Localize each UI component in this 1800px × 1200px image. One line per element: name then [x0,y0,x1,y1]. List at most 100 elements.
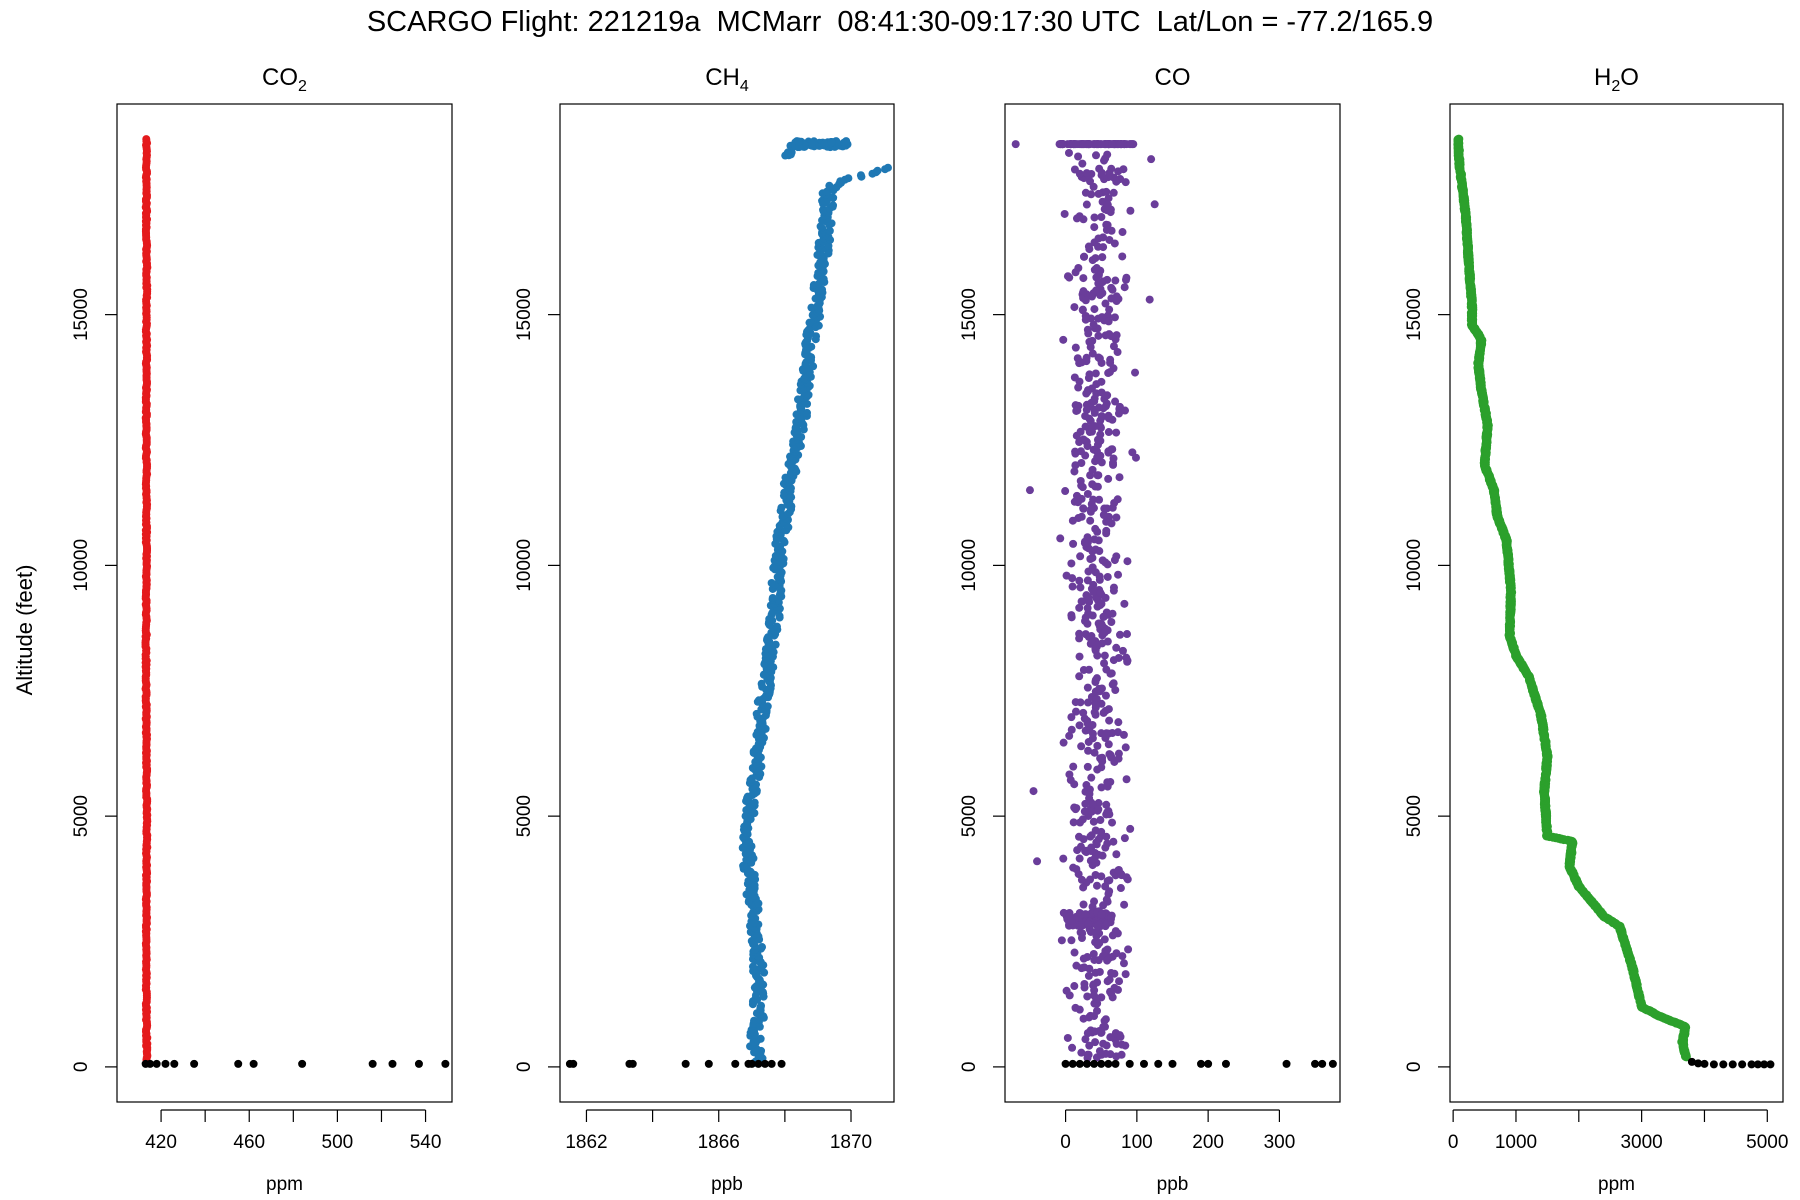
co-point [1083,604,1092,613]
co-point [1061,487,1070,496]
co-point [1081,799,1090,808]
co-point [1112,850,1121,859]
co-point [1059,335,1068,344]
co-point [1079,504,1088,513]
co-point [1082,169,1091,178]
surface-point-co2 [146,1059,155,1068]
co-point [1067,559,1076,568]
co-point [1092,140,1101,149]
co-point [1099,233,1108,242]
co-point [1091,968,1100,977]
co-point [1090,265,1099,274]
x-axis-label-co2: ppm [266,1174,303,1195]
co-point [1080,963,1089,972]
panel-ch4: CH4 0 5000 10000 15000 1862 1866 1870 ppb [514,64,895,1195]
surface-point-co [1097,1059,1106,1068]
co-point [1108,503,1117,512]
co-point [1070,948,1079,957]
co-point [1116,630,1125,639]
x-axis-label-co: ppb [1157,1174,1189,1195]
co-point [1090,408,1099,417]
co-point [1098,753,1107,762]
co-point [1114,409,1123,418]
co2-point [142,135,151,144]
co-point [1081,296,1090,305]
co-point [1091,369,1100,378]
co-point [1083,1029,1092,1038]
ch4-point [777,503,786,512]
surface-point-co [1082,1059,1091,1068]
co-point [1095,684,1104,693]
co-point [1089,320,1098,329]
surface-point-co [1061,1059,1070,1068]
surface-point-co [1204,1059,1213,1068]
ch4-point [781,473,790,482]
y-tick-label-ch4: 0 [514,1062,535,1073]
ch4-point [825,181,834,190]
co-point [1106,1033,1115,1042]
co-point [1094,471,1103,480]
surface-point-co2 [234,1059,243,1068]
co-point [1096,291,1105,300]
co-point [1081,1035,1090,1044]
co-point [1083,698,1092,707]
co-point [1065,991,1074,1000]
y-tick-label-h2o: 10000 [1404,539,1425,592]
co-point [1097,377,1106,386]
co-point [1105,368,1114,377]
co-point [1120,599,1129,608]
co-point [1096,423,1105,432]
data-points-ch4 [565,137,892,1068]
co-point [1083,442,1092,451]
co-point [1121,406,1130,415]
co-point [1101,691,1110,700]
co-point [1092,694,1101,703]
co-point [1080,539,1089,548]
co-point [1067,936,1076,945]
co-point [1070,982,1079,991]
co-point [1112,643,1121,652]
co-point [1087,773,1096,782]
co-point [1070,467,1079,476]
co-point [1029,787,1038,796]
x-tick-label-co: 200 [1192,1132,1224,1153]
co-point [1095,575,1104,584]
co-point [1073,498,1082,507]
co-point [1085,597,1094,606]
co-point [1086,343,1095,352]
co-point [1025,486,1034,495]
ch4-point [820,139,829,148]
co-point [1081,910,1090,919]
co-point [1084,140,1093,149]
co-point [1089,949,1098,958]
x-tick-label-h2o: 0 [1448,1132,1459,1153]
surface-point-co2 [388,1059,397,1068]
plot-frame-co [1004,103,1341,1103]
surface-point-h2o [1719,1060,1728,1069]
co-point [1086,516,1095,525]
surface-point-h2o [1766,1060,1775,1069]
co-point [1094,850,1103,859]
co-point [1102,187,1111,196]
co-point [1116,884,1125,893]
co-point [1150,200,1159,209]
co-point [1062,571,1071,580]
co-point [1085,1041,1094,1050]
x-tick-label-co: 0 [1060,1132,1071,1153]
co-point [1070,303,1079,312]
x-axis-label-h2o: ppm [1598,1174,1635,1195]
co-point [1092,151,1101,160]
co-point [1072,865,1081,874]
co-point [1097,212,1106,221]
surface-point-co [1068,1059,1077,1068]
co-point [1033,857,1042,866]
co-point [1098,313,1107,322]
co-point [1120,283,1129,292]
co-point [1112,949,1121,958]
co-point [1097,910,1106,919]
x-axis-label-ch4: ppb [711,1174,743,1195]
co-point [1107,969,1116,978]
ch4-point [757,679,766,688]
co-point [1123,657,1132,666]
co-point [1110,556,1119,565]
